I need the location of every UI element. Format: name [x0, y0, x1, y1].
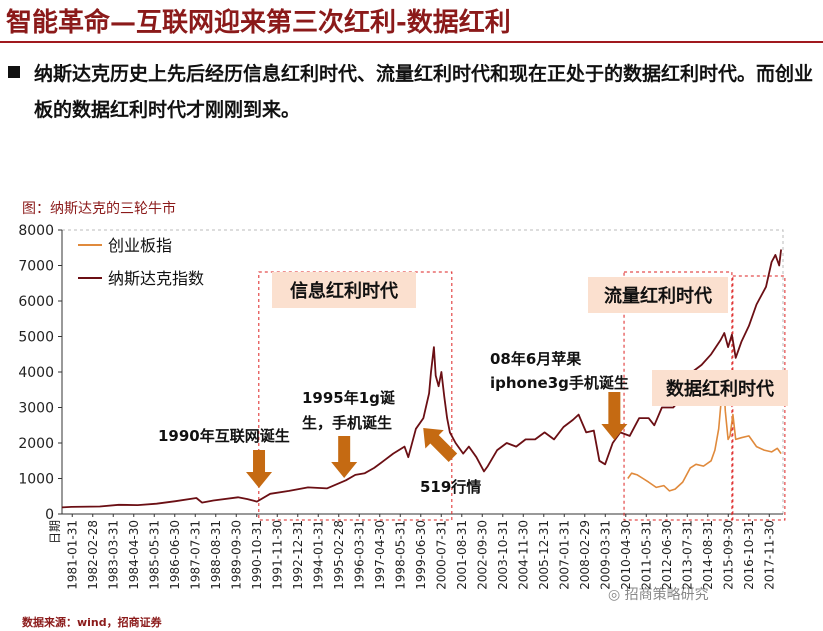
x-tick-label: 2009-03-31 [598, 520, 612, 590]
annotation-text: 1990年互联网诞生 [158, 427, 290, 445]
y-tick-label: 6000 [18, 294, 54, 310]
x-tick-label: 1996-03-31 [352, 520, 366, 590]
y-tick-label: 2000 [18, 436, 54, 452]
x-tick-label: 2011-05-31 [639, 520, 653, 590]
arrow-shape [601, 392, 628, 440]
y-tick-label: 0 [45, 507, 54, 523]
era-label-bg [272, 272, 416, 308]
x-tick-label: 2012-06-30 [660, 520, 674, 590]
x-tick-label: 1988-08-31 [209, 520, 223, 590]
figure-caption: 图：纳斯达克的三轮牛市 [22, 201, 176, 217]
x-tick-label: 1998-05-31 [393, 520, 407, 590]
annotation-text: 生，手机诞生 [302, 414, 392, 432]
x-tick-label: 2016-10-31 [742, 520, 756, 590]
x-tick-label: 2017-11-30 [762, 520, 776, 590]
x-tick-label: 2004-11-30 [516, 520, 530, 590]
x-tick-label: 1999-06-30 [414, 520, 428, 590]
arrow-icon [331, 436, 358, 478]
x-tick-label: 1990-10-31 [250, 520, 264, 590]
x-tick-label: 1991-11-30 [270, 520, 284, 590]
arrow-icon [423, 428, 458, 462]
x-tick-label: 1995-02-28 [332, 520, 346, 590]
x-tick-label: 1987-07-31 [188, 520, 202, 590]
bullet-square-icon [8, 66, 20, 78]
x-tick-label: 2000-07-31 [434, 520, 448, 590]
x-tick-label: 1989-09-30 [229, 520, 243, 590]
watermark-text: 招商策略研究 [624, 587, 709, 603]
annotation-text: 1995年1g诞 [302, 389, 396, 407]
annotation-text: iphone3g手机诞生 [490, 374, 629, 392]
x-tick-label: 1984-04-30 [127, 520, 141, 590]
arrow-icon [246, 450, 273, 488]
annotation-text: 519行情 [420, 478, 481, 496]
source-note: 数据来源：wind，招商证券 [22, 616, 162, 629]
y-tick-label: 4000 [18, 365, 54, 381]
era-region-box [623, 271, 733, 521]
x-tick-label: 2014-08-31 [701, 520, 715, 590]
x-tick-label: 2010-04-30 [619, 520, 633, 590]
era-label-bg [652, 370, 788, 406]
x-tick-label: 2005-12-31 [537, 520, 551, 590]
x-tick-label: 2003-10-31 [496, 520, 510, 590]
annotation-text: 08年6月苹果 [490, 350, 582, 368]
y-tick-label: 3000 [18, 401, 54, 417]
arrow-shape [246, 450, 273, 488]
era-label: 数据红利时代 [666, 378, 774, 400]
x-tick-label: 2013-07-31 [680, 520, 694, 590]
x-tick-label: 2001-08-31 [455, 520, 469, 590]
watermark: ◎ 招商策略研究 [608, 584, 709, 604]
legend-label: 纳斯达克指数 [108, 269, 204, 288]
page-title: 智能革命—互联网迎来第三次红利-数据红利 [6, 8, 511, 38]
arrow-icon [601, 392, 628, 440]
legend-label: 创业板指 [108, 236, 172, 255]
title-divider [0, 41, 823, 43]
y-tick-label: 1000 [18, 472, 54, 488]
x-tick-label: 1985-05-31 [147, 520, 161, 590]
wechat-icon: ◎ [608, 587, 625, 603]
x-tick-label: 1981-01-31 [65, 520, 79, 590]
series-line-nasdaq [61, 249, 782, 509]
x-tick-label: 1992-12-31 [291, 520, 305, 590]
era-label-bg [588, 277, 728, 313]
era-label: 信息红利时代 [290, 280, 398, 302]
x-tick-label: 2007-01-31 [557, 520, 571, 590]
x-tick-label: 2008-02-29 [578, 520, 592, 590]
x-tick-label: 1994-01-31 [311, 520, 325, 590]
y-tick-label: 8000 [18, 223, 54, 239]
x-axis-label: 日期 [48, 520, 62, 544]
x-tick-label: 1986-06-30 [168, 520, 182, 590]
x-tick-label: 1982-02-28 [86, 520, 100, 590]
bullet-text: 纳斯达克历史上先后经历信息红利时代、流量红利时代和现在正处于的数据红利时代。而创… [34, 63, 814, 121]
series-line-chinext [627, 374, 782, 492]
arrow-shape [331, 436, 358, 478]
x-tick-label: 2015-09-30 [721, 520, 735, 590]
x-tick-label: 2002-09-30 [475, 520, 489, 590]
y-tick-label: 7000 [18, 259, 54, 275]
x-tick-label: 1997-04-30 [373, 520, 387, 590]
arrow-shape [423, 428, 458, 462]
era-label: 流量红利时代 [604, 285, 712, 307]
x-tick-label: 1983-03-31 [106, 520, 120, 590]
y-tick-label: 5000 [18, 330, 54, 346]
